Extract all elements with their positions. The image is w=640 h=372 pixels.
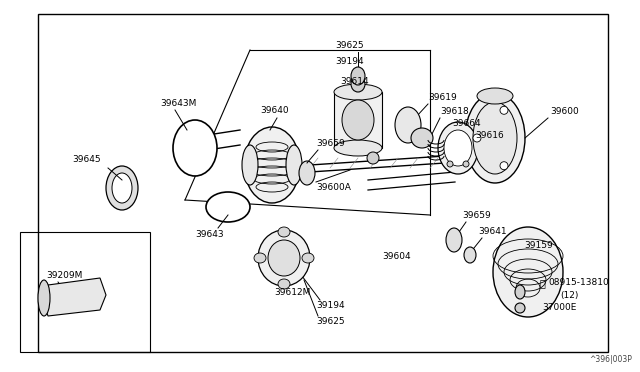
Ellipse shape	[38, 280, 50, 316]
Text: 39612M: 39612M	[274, 288, 310, 297]
Text: 39640: 39640	[260, 106, 289, 115]
Text: 39659: 39659	[462, 211, 491, 220]
Bar	[20, 232, 150, 352]
Text: 39600A: 39600A	[316, 183, 351, 192]
Ellipse shape	[444, 130, 472, 166]
Text: 39643M: 39643M	[160, 99, 196, 108]
Ellipse shape	[268, 240, 300, 276]
Ellipse shape	[334, 140, 382, 156]
Text: 39194: 39194	[316, 301, 344, 310]
Ellipse shape	[173, 120, 217, 176]
Text: 39643: 39643	[195, 230, 223, 239]
Text: 39159: 39159	[524, 241, 553, 250]
Ellipse shape	[411, 128, 433, 148]
Ellipse shape	[473, 134, 481, 142]
Text: 39625: 39625	[316, 317, 344, 326]
Ellipse shape	[477, 88, 513, 104]
Ellipse shape	[242, 145, 258, 185]
Ellipse shape	[438, 122, 478, 174]
Ellipse shape	[367, 152, 379, 164]
Ellipse shape	[515, 303, 525, 313]
Ellipse shape	[258, 230, 310, 286]
Text: ⓦ: ⓦ	[540, 278, 546, 288]
Text: 39209M: 39209M	[46, 271, 83, 280]
Text: ^396|003P: ^396|003P	[589, 355, 632, 364]
Ellipse shape	[395, 107, 421, 143]
Ellipse shape	[500, 162, 508, 170]
Ellipse shape	[302, 253, 314, 263]
Bar	[38, 14, 608, 352]
Ellipse shape	[473, 102, 517, 174]
Ellipse shape	[351, 67, 365, 85]
Text: 39618: 39618	[440, 107, 468, 116]
Ellipse shape	[278, 279, 290, 289]
Text: 39625: 39625	[336, 41, 364, 50]
Text: (12): (12)	[560, 291, 579, 300]
Ellipse shape	[112, 173, 132, 203]
Text: 37000E: 37000E	[542, 302, 577, 311]
Text: 39619: 39619	[428, 93, 457, 102]
Ellipse shape	[515, 285, 525, 299]
Ellipse shape	[286, 145, 302, 185]
Ellipse shape	[493, 227, 563, 317]
Ellipse shape	[500, 106, 508, 114]
Ellipse shape	[244, 127, 300, 203]
Ellipse shape	[206, 192, 250, 222]
Ellipse shape	[447, 161, 453, 167]
Ellipse shape	[342, 100, 374, 140]
Ellipse shape	[106, 166, 138, 210]
Ellipse shape	[299, 161, 315, 185]
Ellipse shape	[465, 93, 525, 183]
Ellipse shape	[464, 247, 476, 263]
Text: 39616: 39616	[475, 131, 504, 140]
Text: 39194: 39194	[336, 57, 364, 66]
Ellipse shape	[278, 227, 290, 237]
Text: 39604: 39604	[382, 252, 411, 261]
Ellipse shape	[463, 161, 469, 167]
Text: 39659: 39659	[316, 139, 345, 148]
Text: 39600: 39600	[550, 107, 579, 116]
Text: 39664: 39664	[452, 119, 481, 128]
Text: 39641: 39641	[478, 227, 507, 236]
Ellipse shape	[446, 228, 462, 252]
Bar	[39, 15, 607, 351]
Ellipse shape	[254, 253, 266, 263]
Text: 39614: 39614	[340, 77, 369, 86]
Ellipse shape	[334, 84, 382, 100]
PathPatch shape	[42, 278, 106, 316]
Text: 39645: 39645	[72, 155, 100, 164]
Bar	[334, 92, 382, 148]
Text: 08915-13810: 08915-13810	[548, 278, 609, 287]
Ellipse shape	[351, 76, 365, 92]
